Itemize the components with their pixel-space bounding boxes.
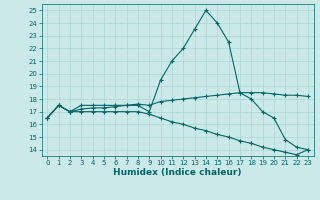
X-axis label: Humidex (Indice chaleur): Humidex (Indice chaleur) xyxy=(113,168,242,177)
